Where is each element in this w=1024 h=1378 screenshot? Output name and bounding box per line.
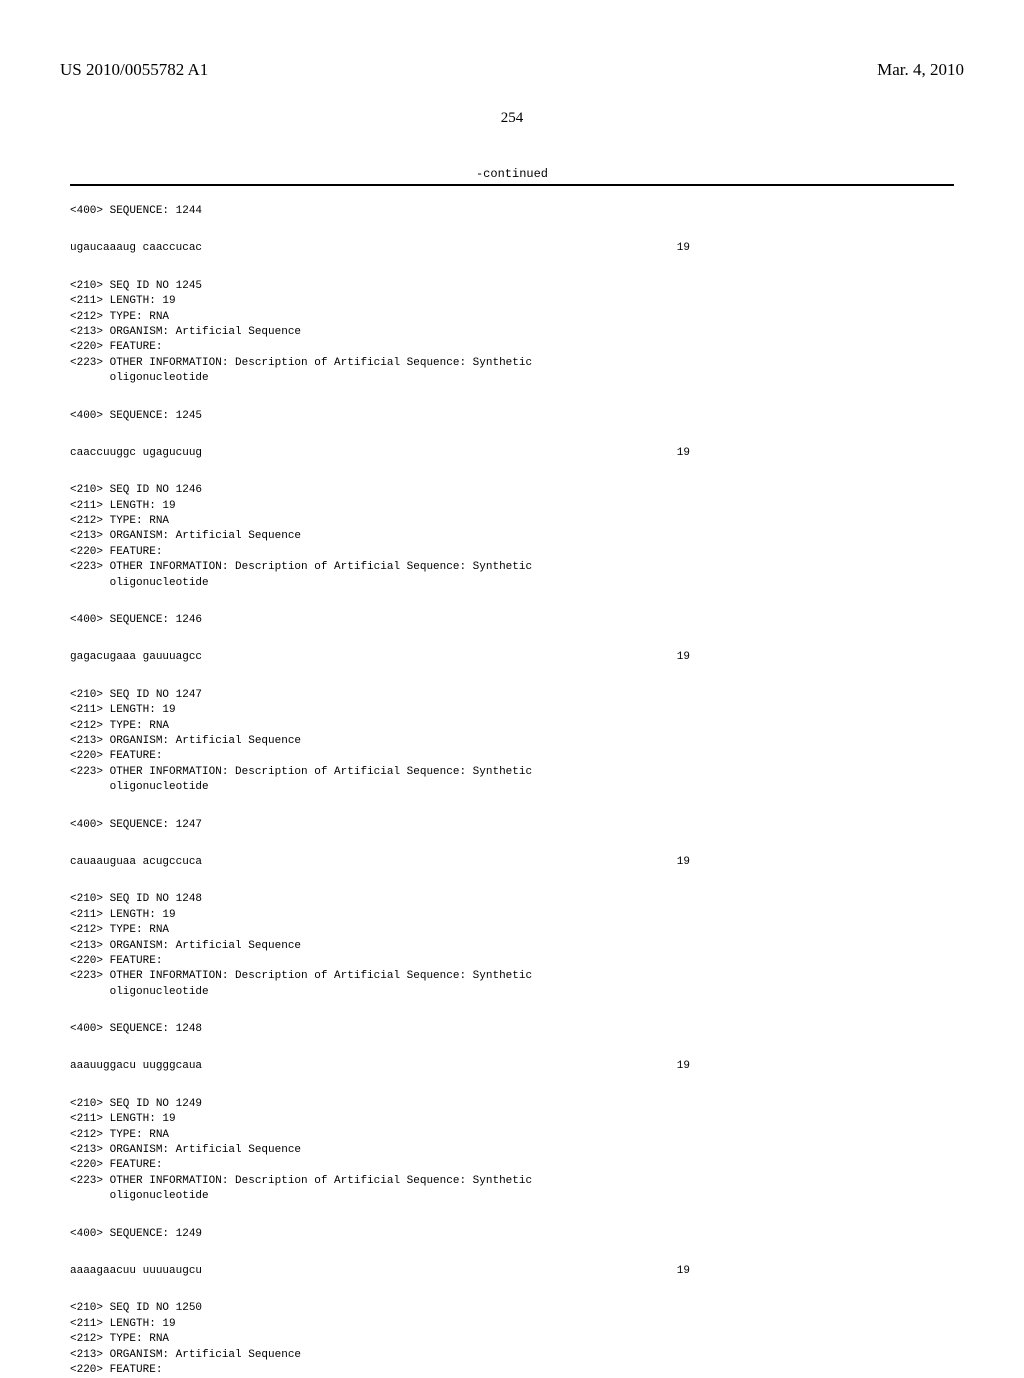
sequence-meta-line: <400> SEQUENCE: 1245 bbox=[70, 409, 954, 424]
sequence-data-line: caaccuuggc ugagucuug 19 bbox=[70, 446, 690, 461]
sequence-length: 19 bbox=[677, 446, 690, 461]
sequence-text: aaaagaacuu uuuuaugcu bbox=[70, 1264, 202, 1279]
sequence-data-line: aaauuggacu uugggcaua 19 bbox=[70, 1059, 690, 1074]
sequence-meta-line: <213> ORGANISM: Artificial Sequence bbox=[70, 1143, 954, 1158]
sequence-block: <400> SEQUENCE: 1248 bbox=[70, 1022, 954, 1037]
sequence-block: <400> SEQUENCE: 1244 bbox=[70, 204, 954, 219]
sequence-meta-line: <223> OTHER INFORMATION: Description of … bbox=[70, 1174, 954, 1189]
sequence-meta-line: <212> TYPE: RNA bbox=[70, 719, 954, 734]
sequence-meta-line: <220> FEATURE: bbox=[70, 340, 954, 355]
sequence-meta-line: <400> SEQUENCE: 1248 bbox=[70, 1022, 954, 1037]
blocks-container: <400> SEQUENCE: 1244 ugaucaaaug caaccucac… bbox=[70, 204, 954, 1378]
sequence-meta-line: <212> TYPE: RNA bbox=[70, 923, 954, 938]
sequence-meta-line: <223> OTHER INFORMATION: Description of … bbox=[70, 356, 954, 371]
sequence-meta-line: <212> TYPE: RNA bbox=[70, 1128, 954, 1143]
sequence-block: <210> SEQ ID NO 1246<211> LENGTH: 19<212… bbox=[70, 483, 954, 591]
sequence-meta-line: <223> OTHER INFORMATION: Description of … bbox=[70, 969, 954, 984]
publication-date: Mar. 4, 2010 bbox=[877, 60, 964, 80]
sequence-meta-line: <211> LENGTH: 19 bbox=[70, 499, 954, 514]
sequence-block: <400> SEQUENCE: 1249 bbox=[70, 1227, 954, 1242]
sequence-data-line: gagacugaaa gauuuagcc 19 bbox=[70, 650, 690, 665]
sequence-meta-line: <213> ORGANISM: Artificial Sequence bbox=[70, 325, 954, 340]
sequence-length: 19 bbox=[677, 650, 690, 665]
sequence-meta-line: <220> FEATURE: bbox=[70, 1363, 954, 1378]
continued-label: -continued bbox=[70, 167, 954, 186]
sequence-block: <400> SEQUENCE: 1247 bbox=[70, 818, 954, 833]
sequence-meta-line: <211> LENGTH: 19 bbox=[70, 1317, 954, 1332]
sequence-block: <400> SEQUENCE: 1245 bbox=[70, 409, 954, 424]
sequence-meta-line: oligonucleotide bbox=[70, 1189, 954, 1204]
sequence-meta-line: <210> SEQ ID NO 1247 bbox=[70, 688, 954, 703]
sequence-block: <400> SEQUENCE: 1246 bbox=[70, 613, 954, 628]
sequence-data-line: aaaagaacuu uuuuaugcu 19 bbox=[70, 1264, 690, 1279]
sequence-length: 19 bbox=[677, 241, 690, 256]
sequence-meta-line: <213> ORGANISM: Artificial Sequence bbox=[70, 1348, 954, 1363]
sequence-text: caaccuuggc ugagucuug bbox=[70, 446, 202, 461]
sequence-meta-line: <400> SEQUENCE: 1249 bbox=[70, 1227, 954, 1242]
sequence-meta-line: <220> FEATURE: bbox=[70, 545, 954, 560]
sequence-meta-line: <220> FEATURE: bbox=[70, 954, 954, 969]
sequence-block: aaaagaacuu uuuuaugcu 19 bbox=[70, 1264, 954, 1279]
sequence-meta-line: <400> SEQUENCE: 1247 bbox=[70, 818, 954, 833]
sequence-block: aaauuggacu uugggcaua 19 bbox=[70, 1059, 954, 1074]
sequence-listing-content: -continued <400> SEQUENCE: 1244 ugaucaaau… bbox=[60, 167, 964, 1378]
sequence-meta-line: oligonucleotide bbox=[70, 576, 954, 591]
sequence-block: <210> SEQ ID NO 1248<211> LENGTH: 19<212… bbox=[70, 892, 954, 1000]
sequence-length: 19 bbox=[677, 1059, 690, 1074]
page-header: US 2010/0055782 A1 Mar. 4, 2010 bbox=[60, 60, 964, 80]
sequence-text: gagacugaaa gauuuagcc bbox=[70, 650, 202, 665]
sequence-meta-line: <210> SEQ ID NO 1249 bbox=[70, 1097, 954, 1112]
sequence-meta-line: <213> ORGANISM: Artificial Sequence bbox=[70, 939, 954, 954]
sequence-text: cauaauguaa acugccuca bbox=[70, 855, 202, 870]
page-number: 254 bbox=[60, 110, 964, 127]
sequence-meta-line: <223> OTHER INFORMATION: Description of … bbox=[70, 765, 954, 780]
sequence-length: 19 bbox=[677, 1264, 690, 1279]
sequence-meta-line: oligonucleotide bbox=[70, 985, 954, 1000]
sequence-meta-line: <211> LENGTH: 19 bbox=[70, 703, 954, 718]
sequence-meta-line: <210> SEQ ID NO 1245 bbox=[70, 279, 954, 294]
sequence-meta-line: <213> ORGANISM: Artificial Sequence bbox=[70, 734, 954, 749]
sequence-block: <210> SEQ ID NO 1245<211> LENGTH: 19<212… bbox=[70, 279, 954, 387]
sequence-data-line: cauaauguaa acugccuca 19 bbox=[70, 855, 690, 870]
sequence-meta-line: <211> LENGTH: 19 bbox=[70, 1112, 954, 1127]
sequence-meta-line: <400> SEQUENCE: 1244 bbox=[70, 204, 954, 219]
sequence-meta-line: oligonucleotide bbox=[70, 371, 954, 386]
sequence-meta-line: <210> SEQ ID NO 1248 bbox=[70, 892, 954, 907]
sequence-meta-line: <212> TYPE: RNA bbox=[70, 514, 954, 529]
sequence-meta-line: <223> OTHER INFORMATION: Description of … bbox=[70, 560, 954, 575]
sequence-meta-line: <400> SEQUENCE: 1246 bbox=[70, 613, 954, 628]
sequence-block: gagacugaaa gauuuagcc 19 bbox=[70, 650, 954, 665]
sequence-data-line: ugaucaaaug caaccucac 19 bbox=[70, 241, 690, 256]
sequence-meta-line: <212> TYPE: RNA bbox=[70, 310, 954, 325]
sequence-meta-line: <220> FEATURE: bbox=[70, 1158, 954, 1173]
sequence-meta-line: <212> TYPE: RNA bbox=[70, 1332, 954, 1347]
sequence-meta-line: <210> SEQ ID NO 1246 bbox=[70, 483, 954, 498]
sequence-block: cauaauguaa acugccuca 19 bbox=[70, 855, 954, 870]
sequence-text: ugaucaaaug caaccucac bbox=[70, 241, 202, 256]
sequence-block: <210> SEQ ID NO 1249<211> LENGTH: 19<212… bbox=[70, 1097, 954, 1205]
sequence-text: aaauuggacu uugggcaua bbox=[70, 1059, 202, 1074]
sequence-meta-line: <211> LENGTH: 19 bbox=[70, 908, 954, 923]
sequence-block: ugaucaaaug caaccucac 19 bbox=[70, 241, 954, 256]
sequence-length: 19 bbox=[677, 855, 690, 870]
sequence-block: <210> SEQ ID NO 1250<211> LENGTH: 19<212… bbox=[70, 1301, 954, 1378]
sequence-block: <210> SEQ ID NO 1247<211> LENGTH: 19<212… bbox=[70, 688, 954, 796]
sequence-meta-line: <210> SEQ ID NO 1250 bbox=[70, 1301, 954, 1316]
sequence-meta-line: <211> LENGTH: 19 bbox=[70, 294, 954, 309]
sequence-block: caaccuuggc ugagucuug 19 bbox=[70, 446, 954, 461]
publication-number: US 2010/0055782 A1 bbox=[60, 60, 208, 80]
sequence-meta-line: <213> ORGANISM: Artificial Sequence bbox=[70, 529, 954, 544]
sequence-meta-line: oligonucleotide bbox=[70, 780, 954, 795]
sequence-meta-line: <220> FEATURE: bbox=[70, 749, 954, 764]
